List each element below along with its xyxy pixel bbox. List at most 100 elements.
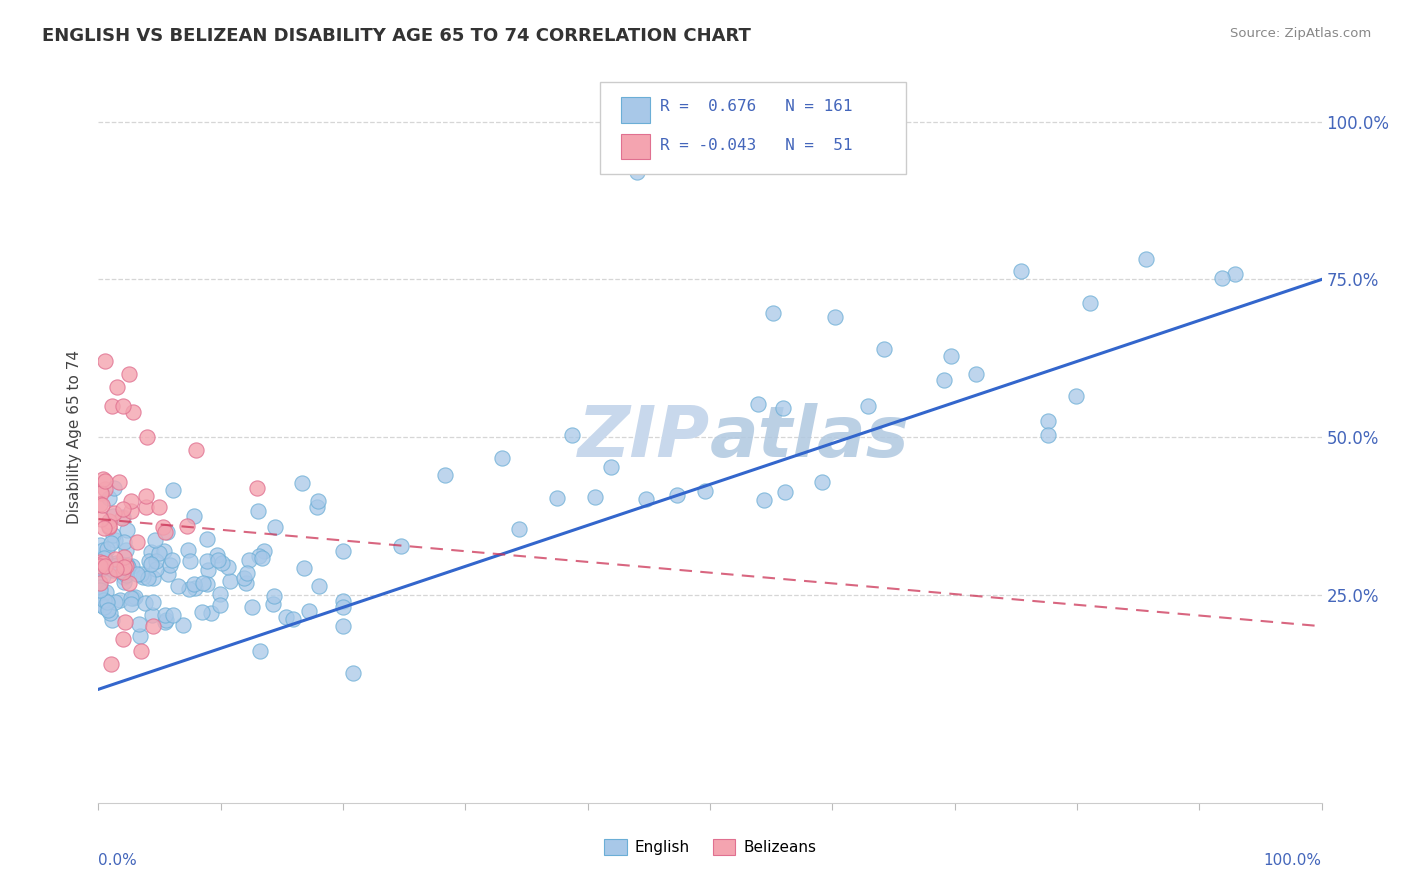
Point	[104, 595, 127, 609]
Point	[96, 541, 118, 556]
Point	[104, 533, 127, 547]
Point	[89, 559, 111, 574]
Point	[111, 561, 134, 575]
Point	[666, 488, 689, 502]
Point	[208, 587, 231, 601]
Point	[186, 442, 208, 457]
Text: 100.0%: 100.0%	[1264, 853, 1322, 868]
Point	[824, 310, 846, 324]
Point	[114, 560, 136, 574]
Point	[177, 542, 200, 557]
Point	[128, 616, 150, 631]
Point	[114, 615, 136, 629]
Point	[97, 602, 120, 616]
Point	[142, 619, 165, 633]
Point	[114, 568, 136, 582]
Point	[93, 521, 115, 535]
Point	[156, 566, 179, 581]
Point	[162, 483, 184, 497]
FancyBboxPatch shape	[620, 97, 650, 122]
Point	[93, 551, 115, 566]
Point	[263, 589, 285, 603]
Text: atlas: atlas	[710, 402, 910, 472]
Point	[103, 506, 125, 520]
Point	[233, 571, 256, 585]
Point	[546, 491, 568, 505]
Point	[90, 561, 112, 575]
Text: ZIP: ZIP	[578, 402, 710, 472]
Point	[104, 556, 127, 570]
Point	[89, 580, 111, 594]
Point	[155, 524, 177, 539]
Point	[1135, 252, 1157, 266]
Point	[145, 554, 167, 568]
Point	[105, 379, 128, 393]
Point	[104, 551, 127, 566]
Point	[98, 519, 121, 533]
Point	[98, 520, 121, 534]
Point	[100, 560, 122, 574]
Point	[193, 575, 215, 590]
Point	[693, 484, 716, 499]
Point	[242, 600, 264, 615]
Point	[1036, 428, 1059, 442]
Point	[218, 574, 240, 588]
Point	[179, 553, 201, 567]
Legend: English, Belizeans: English, Belizeans	[598, 833, 823, 861]
Point	[111, 399, 134, 413]
Point	[139, 557, 162, 571]
Point	[162, 608, 184, 623]
Point	[94, 552, 117, 566]
Point	[89, 582, 111, 597]
Point	[332, 594, 354, 608]
Point	[207, 552, 229, 566]
Point	[153, 544, 176, 558]
Point	[491, 450, 513, 465]
Point	[872, 342, 894, 356]
Point	[1064, 388, 1087, 402]
Point	[105, 561, 128, 575]
Point	[127, 534, 149, 549]
Point	[208, 599, 231, 613]
Point	[183, 508, 205, 523]
Point	[1225, 267, 1247, 281]
Point	[1211, 270, 1233, 285]
Point	[138, 554, 160, 568]
Point	[292, 560, 315, 574]
Point	[91, 542, 114, 557]
Point	[858, 399, 880, 413]
Point	[136, 430, 159, 444]
Point	[124, 591, 146, 605]
Point	[117, 558, 139, 572]
Point	[120, 493, 142, 508]
Point	[1036, 414, 1059, 428]
Point	[434, 467, 457, 482]
Point	[184, 581, 207, 595]
Point	[262, 597, 284, 611]
Point	[93, 556, 115, 570]
Point	[103, 559, 125, 574]
Point	[235, 576, 257, 591]
Point	[246, 481, 269, 495]
Point	[965, 367, 987, 381]
Point	[93, 474, 115, 488]
Text: R = -0.043   N =  51: R = -0.043 N = 51	[659, 137, 852, 153]
Point	[183, 577, 205, 591]
Point	[236, 566, 259, 581]
Point	[389, 539, 412, 553]
Point	[138, 571, 160, 585]
Point	[107, 558, 129, 572]
Point	[98, 514, 121, 528]
Point	[263, 520, 285, 534]
Point	[811, 475, 834, 490]
Point	[762, 306, 785, 320]
Point	[118, 367, 141, 381]
Point	[108, 564, 131, 578]
Point	[90, 598, 112, 612]
Point	[134, 596, 156, 610]
Point	[283, 612, 305, 626]
Point	[114, 566, 136, 580]
Point	[155, 614, 177, 628]
Point	[145, 561, 167, 575]
Point	[117, 560, 139, 574]
